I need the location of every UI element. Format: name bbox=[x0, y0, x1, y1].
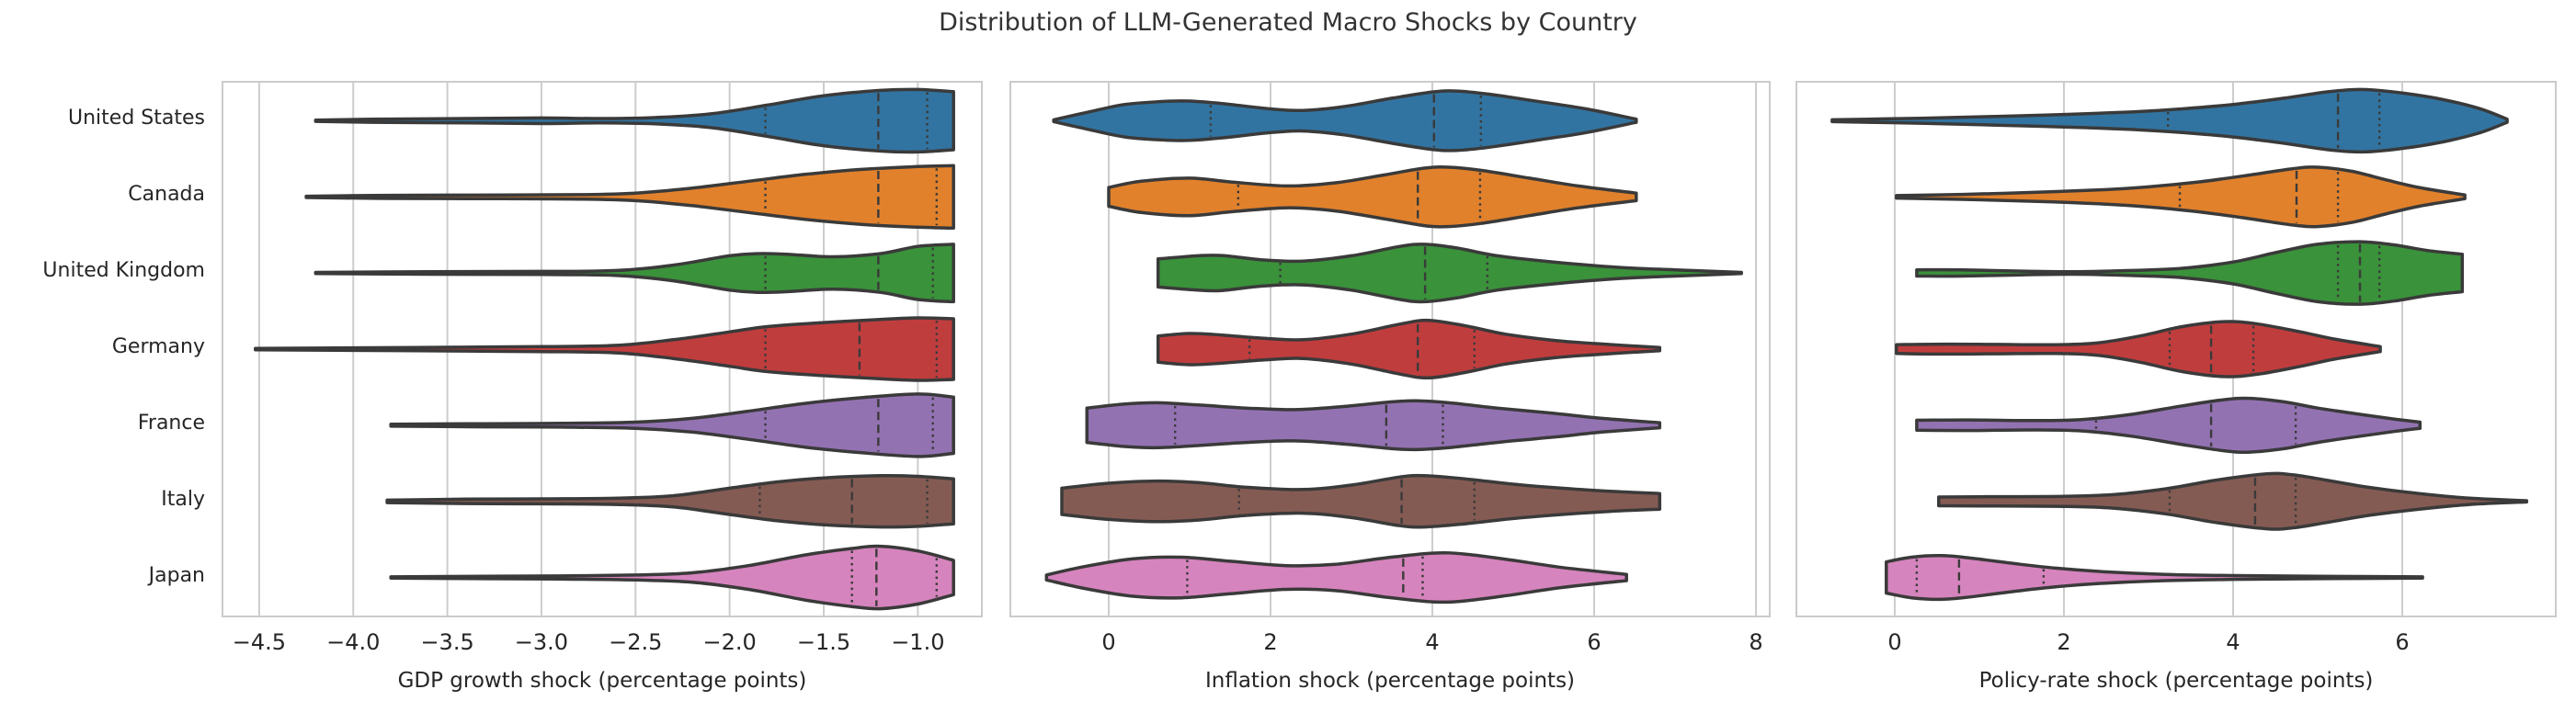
violin-germany bbox=[1895, 320, 2382, 379]
x-tick-label: 0 bbox=[1101, 629, 1116, 655]
x-tick-label: −4.0 bbox=[326, 629, 381, 655]
x-tick-label: −2.0 bbox=[702, 629, 757, 655]
violin-france bbox=[1915, 396, 2422, 454]
violin-italy bbox=[385, 473, 955, 529]
x-axis-label-gdp: GDP growth shock (percentage points) bbox=[397, 669, 807, 693]
y-tick-label-germany: Germany bbox=[111, 335, 205, 358]
y-tick-label-united-states: United States bbox=[68, 107, 205, 130]
subplot-panel-2 bbox=[1795, 81, 2557, 617]
violin-france bbox=[1085, 399, 1662, 452]
violin-france bbox=[389, 392, 955, 458]
violin-united-kingdom bbox=[313, 243, 955, 304]
x-tick-label: −3.5 bbox=[420, 629, 474, 655]
panel-canvas-1 bbox=[1044, 83, 1758, 616]
panel-canvas-0 bbox=[254, 83, 955, 616]
x-tick-label: −4.5 bbox=[232, 629, 287, 655]
x-tick-label: −2.5 bbox=[609, 629, 663, 655]
y-axis-category-labels: United States Canada United Kingdom Germany… bbox=[0, 0, 210, 712]
violin-canada bbox=[1107, 165, 1638, 229]
panel-canvas-2 bbox=[1830, 83, 2529, 616]
violin-italy bbox=[1060, 473, 1662, 529]
subplot-panel-0 bbox=[222, 81, 983, 617]
x-tick-label: 0 bbox=[1887, 629, 1902, 655]
violin-united-kingdom bbox=[1915, 240, 2465, 306]
violin-united-states bbox=[1830, 87, 2509, 154]
violin-germany bbox=[1156, 318, 1662, 380]
x-tick-label: −1.0 bbox=[891, 629, 945, 655]
violin-canada bbox=[304, 164, 955, 231]
x-tick-label: 2 bbox=[2057, 629, 2071, 655]
x-axis-label-inflation: Inflation shock (percentage points) bbox=[1204, 669, 1576, 693]
x-axis-label-policy-rate: Policy-rate shock (percentage points) bbox=[1978, 669, 2374, 693]
x-tick-label: 6 bbox=[2395, 629, 2410, 655]
x-tick-label: −3.0 bbox=[514, 629, 569, 655]
x-tick-label: 4 bbox=[2226, 629, 2240, 655]
y-tick-label-italy: Italy bbox=[161, 487, 205, 511]
violin-germany bbox=[254, 316, 955, 382]
violin-united-states bbox=[313, 87, 955, 154]
x-tick-label: 4 bbox=[1425, 629, 1440, 655]
y-tick-label-united-kingdom: United Kingdom bbox=[42, 259, 205, 283]
violin-canada bbox=[1895, 165, 2467, 229]
y-tick-label-canada: Canada bbox=[128, 183, 205, 207]
violin-japan bbox=[1885, 554, 2424, 602]
x-tick-label: 8 bbox=[1749, 629, 1763, 655]
x-tick-label: −1.5 bbox=[796, 629, 851, 655]
violin-united-kingdom bbox=[1156, 243, 1743, 304]
violin-japan bbox=[389, 544, 955, 611]
violin-italy bbox=[1937, 471, 2529, 531]
y-tick-label-japan: Japan bbox=[148, 563, 205, 587]
x-tick-label: 2 bbox=[1263, 629, 1278, 655]
x-tick-label: 6 bbox=[1587, 629, 1601, 655]
violin-japan bbox=[1044, 550, 1628, 605]
y-tick-label-france: France bbox=[137, 411, 205, 435]
subplot-panel-1 bbox=[1009, 81, 1771, 617]
violin-united-states bbox=[1052, 89, 1638, 153]
figure-title: Distribution of LLM-Generated Macro Shoc… bbox=[939, 8, 1637, 37]
